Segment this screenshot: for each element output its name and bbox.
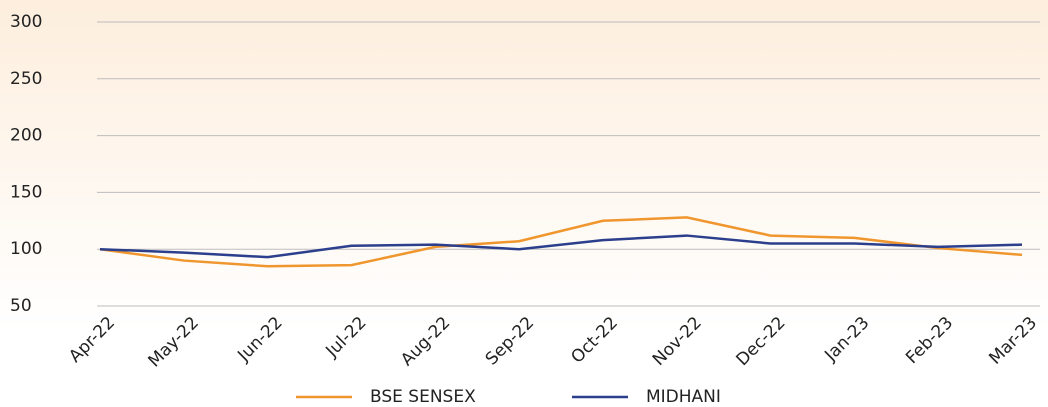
plot-background: [0, 0, 1048, 330]
legend-label: BSE SENSEX: [370, 387, 476, 407]
y-tick-label: 150: [10, 182, 42, 202]
y-tick-label: 100: [10, 239, 42, 259]
legend-label: MIDHANI: [646, 387, 721, 407]
y-tick-label: 300: [10, 12, 42, 32]
y-tick-label: 250: [10, 69, 42, 89]
line-series: [99, 234, 1023, 259]
line-series: [99, 216, 1023, 268]
y-tick-label: 200: [10, 126, 42, 146]
y-tick-label: 50: [10, 296, 32, 316]
